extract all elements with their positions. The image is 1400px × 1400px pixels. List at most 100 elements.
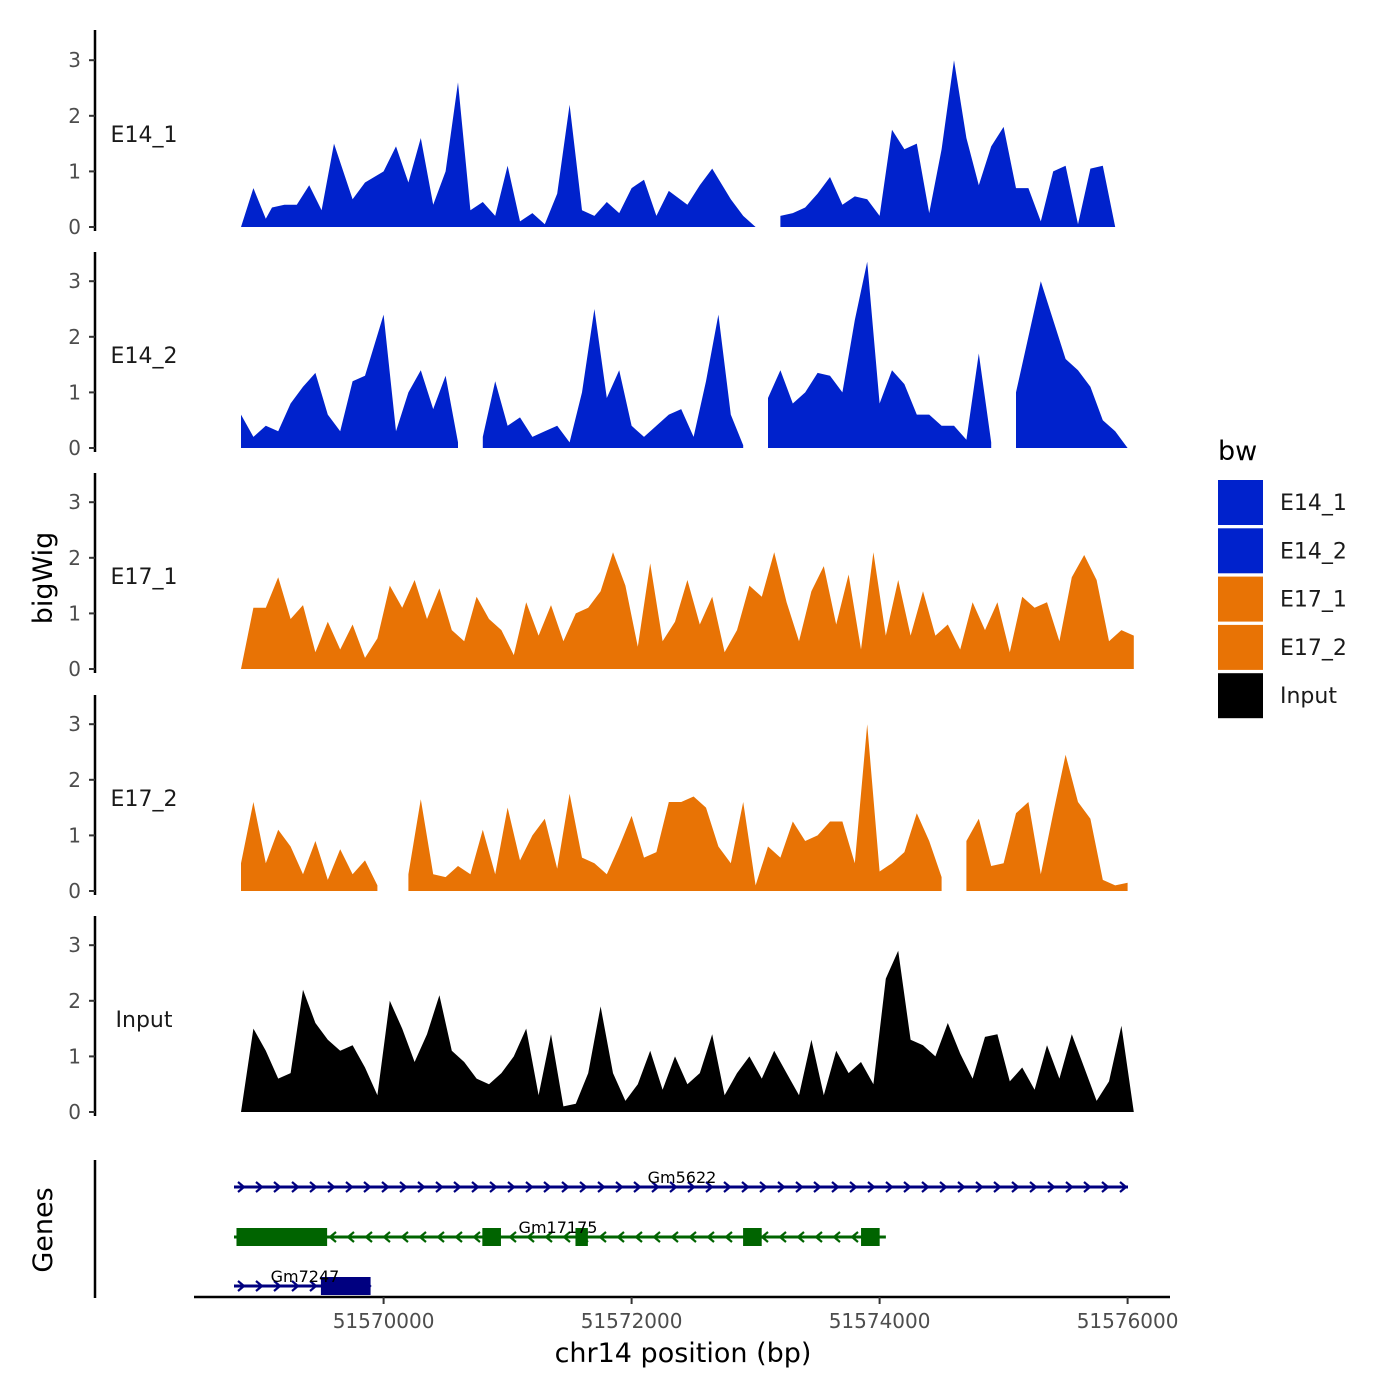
strand-chevron xyxy=(724,1231,733,1243)
y-tick-label: 3 xyxy=(68,933,81,957)
strand-chevron xyxy=(669,1181,678,1193)
strand-chevron xyxy=(543,1181,552,1193)
y-tick-label: 1 xyxy=(68,823,81,847)
strand-chevron xyxy=(345,1181,354,1193)
legend-label: E17_1 xyxy=(1280,588,1347,613)
signal-area xyxy=(241,314,458,448)
x-axis-title: chr14 position (bp) xyxy=(555,1338,812,1369)
strand-chevron xyxy=(526,1231,535,1243)
strand-chevron xyxy=(255,1181,264,1193)
strand-chevron xyxy=(1029,1181,1038,1193)
signal-area xyxy=(780,60,1128,228)
strand-chevron xyxy=(688,1231,697,1243)
strand-chevron xyxy=(670,1231,679,1243)
x-tick-label: 51574000 xyxy=(829,1309,931,1333)
strand-chevron xyxy=(417,1181,426,1193)
signal-area xyxy=(482,309,744,448)
exon xyxy=(236,1228,328,1246)
signal-area xyxy=(768,261,992,448)
legend-item-e17-2: E17_2 xyxy=(1218,624,1347,670)
strand-chevron xyxy=(237,1181,246,1193)
strand-chevron xyxy=(885,1181,894,1193)
strand-chevron xyxy=(363,1181,372,1193)
strand-chevron xyxy=(346,1231,355,1243)
strand-chevron xyxy=(328,1231,337,1243)
y-tick-label: 3 xyxy=(68,490,81,514)
y-tick-label: 2 xyxy=(68,989,81,1013)
strand-chevron xyxy=(597,1181,606,1193)
strand-chevron xyxy=(813,1181,822,1193)
strand-chevron xyxy=(723,1181,732,1193)
gene-label: Gm17175 xyxy=(519,1218,598,1237)
strand-chevron xyxy=(832,1231,841,1243)
strand-chevron xyxy=(778,1231,787,1243)
x-tick-label: 51576000 xyxy=(1077,1309,1179,1333)
strand-chevron xyxy=(831,1181,840,1193)
track-e14-2: 0 1 2 3 E14_2 xyxy=(68,252,1128,460)
strand-chevron xyxy=(291,1280,300,1292)
y-tick-label: 3 xyxy=(68,48,81,72)
signal-area xyxy=(241,552,1134,669)
strand-chevron xyxy=(1011,1181,1020,1193)
strand-chevron xyxy=(544,1231,553,1243)
strand-chevron xyxy=(471,1181,480,1193)
gene-label: Gm5622 xyxy=(648,1168,717,1187)
strand-chevron xyxy=(309,1280,318,1292)
strand-chevron xyxy=(849,1181,858,1193)
strand-chevron xyxy=(273,1280,282,1292)
gene-gm17175: Gm17175 xyxy=(234,1218,886,1246)
strand-chevron xyxy=(1065,1181,1074,1193)
signal-area xyxy=(966,754,1128,891)
strand-chevron xyxy=(903,1181,912,1193)
strand-chevron xyxy=(795,1181,804,1193)
y-tick-label: 0 xyxy=(68,879,81,903)
legend-item-e17-1: E17_1 xyxy=(1218,576,1347,622)
y-tick-label: 1 xyxy=(68,1044,81,1068)
strand-chevron xyxy=(634,1231,643,1243)
strand-chevron xyxy=(399,1181,408,1193)
gene-label: Gm7247 xyxy=(271,1267,340,1286)
x-axis: 51570000 51572000 51574000 51576000 xyxy=(194,1295,1179,1333)
strand-chevron xyxy=(759,1181,768,1193)
signal-area xyxy=(408,724,942,891)
strand-chevron xyxy=(706,1231,715,1243)
strand-chevron xyxy=(436,1231,445,1243)
y-tick-label: 3 xyxy=(68,269,81,293)
strand-chevron xyxy=(652,1231,661,1243)
legend-item-e14-2: E14_2 xyxy=(1218,528,1347,574)
strand-chevron xyxy=(1083,1181,1092,1193)
genes-panel: Gm5622 Gm17175 Gm7247 xyxy=(93,1160,1128,1298)
track-label: E17_2 xyxy=(111,787,178,812)
y-tick-label: 0 xyxy=(68,657,81,681)
strand-chevron xyxy=(291,1181,300,1193)
strand-chevron xyxy=(327,1181,336,1193)
track-label: E14_1 xyxy=(111,123,178,148)
strand-chevron xyxy=(309,1181,318,1193)
strand-chevron xyxy=(364,1231,373,1243)
strand-chevron xyxy=(507,1181,516,1193)
y-tick-label: 1 xyxy=(68,159,81,183)
strand-chevron xyxy=(237,1280,246,1292)
strand-chevron xyxy=(651,1181,660,1193)
legend-label: E17_2 xyxy=(1280,636,1347,661)
exon xyxy=(575,1228,588,1246)
strand-chevron xyxy=(760,1231,769,1243)
y-tick-label: 2 xyxy=(68,768,81,792)
legend-label: E14_1 xyxy=(1280,491,1347,516)
genes-axis-title: Genes xyxy=(28,1187,59,1272)
strand-chevron xyxy=(508,1231,517,1243)
legend-swatch xyxy=(1218,673,1263,719)
strand-chevron xyxy=(777,1181,786,1193)
strand-chevron xyxy=(921,1181,930,1193)
legend: bw E14_1 E14_2 E17_1 E17_2 Input xyxy=(1218,436,1347,719)
signal-area xyxy=(1016,281,1128,448)
strand-chevron xyxy=(489,1181,498,1193)
strand-chevron xyxy=(975,1181,984,1193)
y-tick-label: 0 xyxy=(68,436,81,460)
strand-chevron xyxy=(454,1231,463,1243)
y-tick-label: 2 xyxy=(68,546,81,570)
legend-label: E14_2 xyxy=(1280,539,1347,564)
gene-gm7247: Gm7247 xyxy=(234,1267,372,1295)
strand-chevron xyxy=(561,1181,570,1193)
